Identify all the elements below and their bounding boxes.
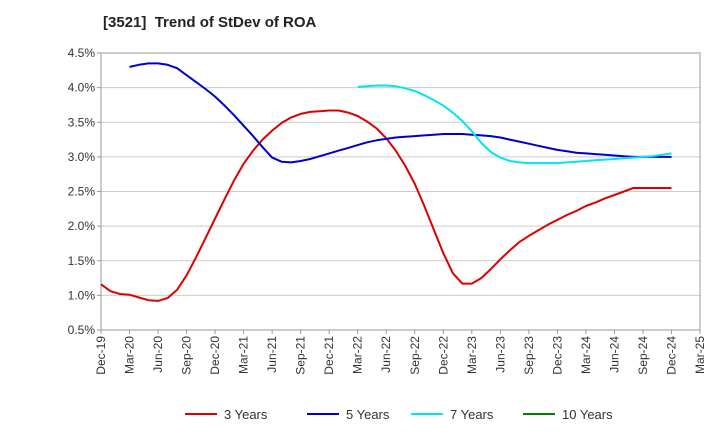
x-tick-label: Dec-22 <box>436 336 450 375</box>
x-tick-label: Mar-25 <box>693 336 707 374</box>
x-tick-label: Mar-20 <box>123 336 137 374</box>
x-tick-label: Dec-23 <box>550 336 564 375</box>
x-tick-label: Dec-20 <box>208 336 222 375</box>
gridlines <box>101 52 700 331</box>
y-tick-label: 3.0% <box>68 150 96 164</box>
x-tick-label: Sep-24 <box>636 336 650 375</box>
x-tick-label: Sep-23 <box>522 336 536 375</box>
series-line-7-years <box>357 84 672 165</box>
y-tick-label: 1.0% <box>68 288 96 302</box>
chart-title: [3521] Trend of StDev of ROA <box>103 14 317 31</box>
x-tick-label: Sep-22 <box>408 336 422 375</box>
y-tick-label: 0.5% <box>68 323 96 337</box>
series-lines <box>100 62 672 302</box>
x-tick-label: Sep-20 <box>180 336 194 375</box>
x-tick-label: Sep-21 <box>294 336 308 375</box>
x-tick-label: Dec-19 <box>94 336 108 375</box>
legend-label-7-years: 7 Years <box>450 407 494 422</box>
legend-label-5-years: 5 Years <box>346 407 390 422</box>
x-tick-label: Mar-23 <box>465 336 479 374</box>
y-tick-label: 3.5% <box>68 115 96 129</box>
y-tick-label: 4.0% <box>68 81 96 95</box>
x-tick-label: Dec-21 <box>322 336 336 375</box>
y-tick-label: 4.5% <box>68 46 96 60</box>
x-axis: Dec-19 Mar-20 Jun-20 Sep-20 Dec-20 Mar-21 Jun-… <box>94 330 707 375</box>
legend-label-3-years: 3 Years <box>224 407 268 422</box>
x-tick-label: Jun-23 <box>493 336 507 373</box>
x-tick-label: Dec-24 <box>664 336 678 375</box>
y-tick-label: 1.5% <box>68 254 96 268</box>
x-tick-label: Jun-20 <box>151 336 165 373</box>
y-tick-label: 2.0% <box>68 219 96 233</box>
legend: 3 Years 5 Years 7 Years 10 Years <box>185 407 613 422</box>
y-tick-label: 2.5% <box>68 185 96 199</box>
x-tick-label: Mar-21 <box>237 336 251 374</box>
x-tick-label: Jun-24 <box>607 336 621 373</box>
x-tick-label: Mar-24 <box>579 336 593 374</box>
series-line-5-years <box>129 62 672 164</box>
x-tick-label: Jun-21 <box>265 336 279 373</box>
x-tick-label: Jun-22 <box>379 336 393 373</box>
x-tick-label: Mar-22 <box>351 336 365 374</box>
y-axis: 0.5% 1.0% 1.5% 2.0% 2.5% 3.0% 3.5% 4.0% 4.5% <box>68 46 101 337</box>
legend-label-10-years: 10 Years <box>562 407 613 422</box>
